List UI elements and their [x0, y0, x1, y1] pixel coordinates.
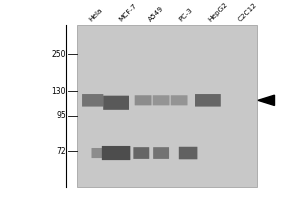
FancyBboxPatch shape: [103, 96, 129, 110]
FancyBboxPatch shape: [195, 94, 221, 107]
Text: C2C12: C2C12: [237, 2, 258, 23]
Text: 130: 130: [52, 87, 66, 96]
Text: HepG2: HepG2: [207, 1, 229, 23]
Polygon shape: [258, 95, 274, 105]
Bar: [76, 25, 256, 187]
Text: 250: 250: [52, 50, 66, 59]
Text: PC-3: PC-3: [177, 7, 193, 23]
FancyBboxPatch shape: [153, 147, 169, 159]
FancyBboxPatch shape: [153, 95, 169, 105]
FancyBboxPatch shape: [133, 147, 149, 159]
Text: Hela: Hela: [87, 7, 103, 23]
Text: A549: A549: [147, 5, 165, 23]
FancyBboxPatch shape: [102, 146, 130, 160]
FancyBboxPatch shape: [135, 95, 152, 105]
Text: 95: 95: [56, 111, 66, 120]
FancyBboxPatch shape: [179, 147, 197, 159]
FancyBboxPatch shape: [171, 95, 188, 105]
FancyBboxPatch shape: [92, 148, 105, 158]
Text: MCF-7: MCF-7: [117, 3, 137, 23]
Text: 72: 72: [56, 147, 66, 156]
FancyBboxPatch shape: [82, 94, 103, 107]
